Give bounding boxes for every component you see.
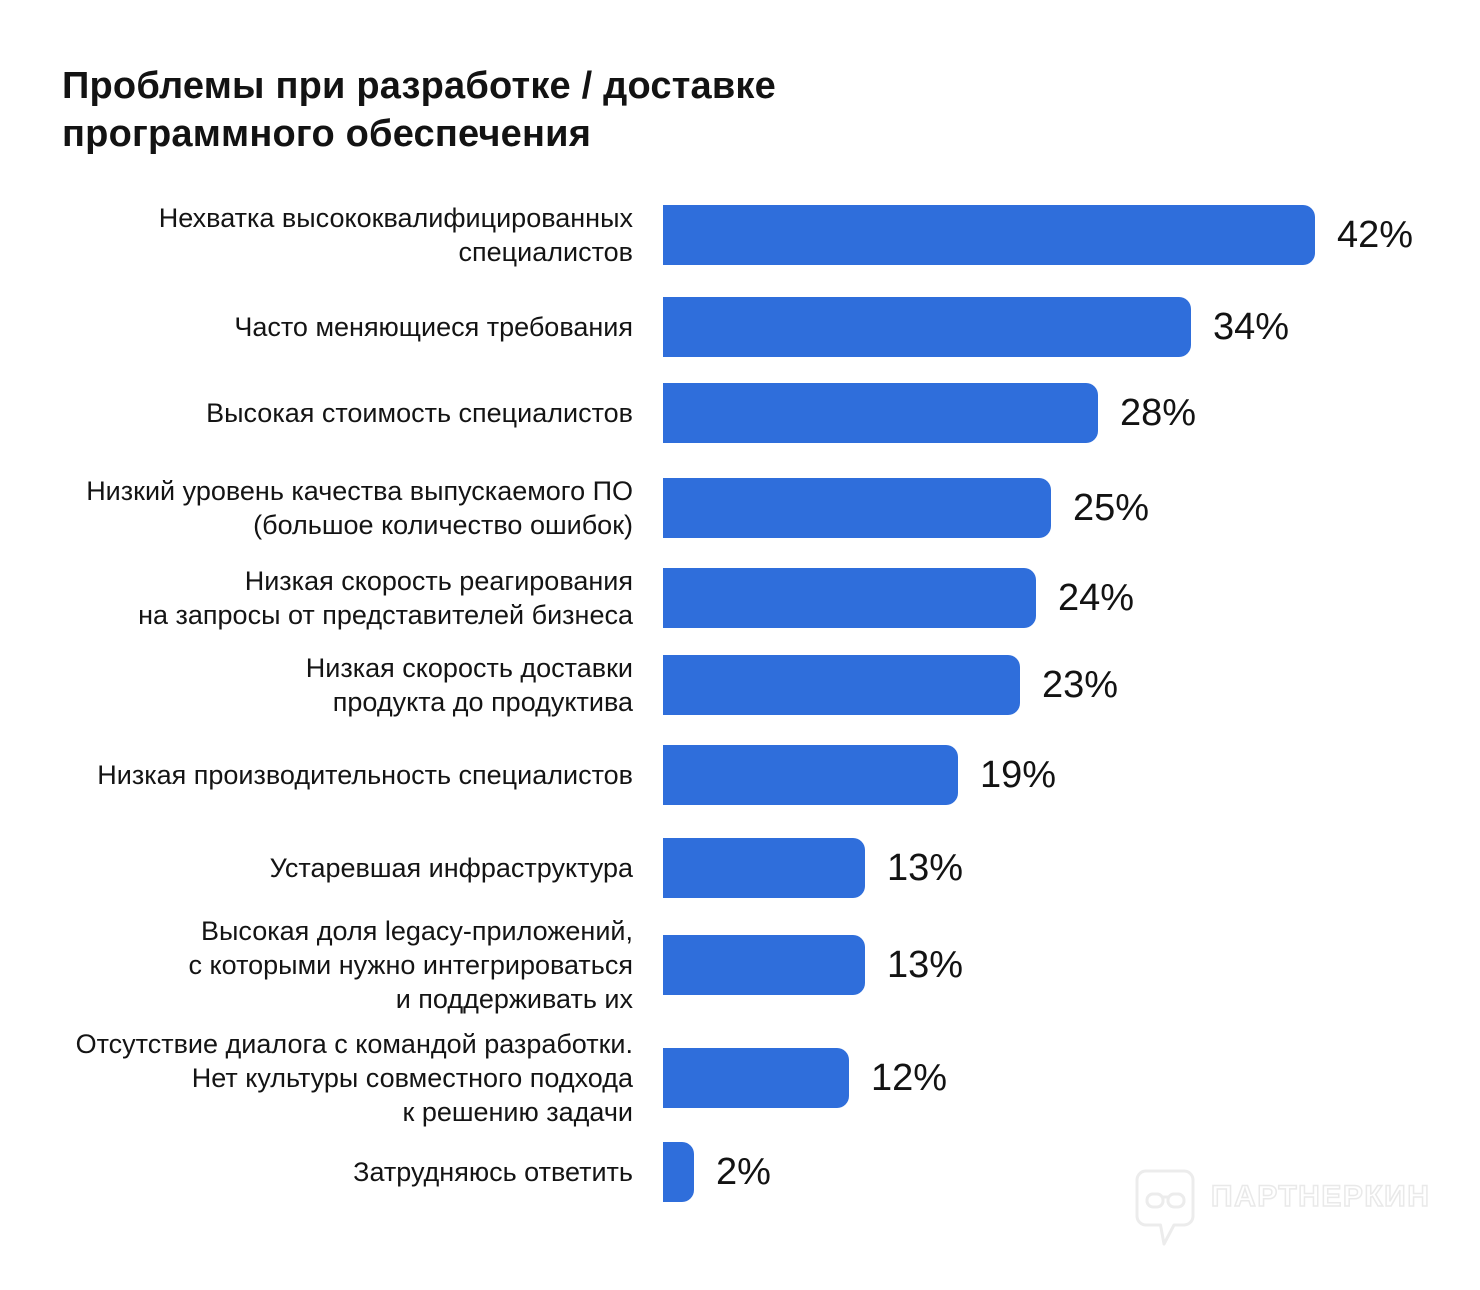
bar: [663, 1142, 694, 1202]
chart-row: Высокая стоимость специалистов 28%: [60, 383, 1196, 443]
category-label: Низкая скорость доставки продукта до про…: [305, 653, 633, 717]
bar: [663, 655, 1020, 715]
bar: [663, 478, 1051, 538]
value-label: 25%: [1073, 487, 1150, 529]
chart-row: Низкая производительность специалистов 1…: [60, 745, 1056, 805]
category-label: Часто меняющиеся требования: [234, 312, 633, 342]
chart-row: Высокая доля legacy-приложений, с которы…: [60, 916, 964, 1014]
chart-row: Отсутствие диалога с командой разработки…: [60, 1029, 948, 1127]
chart-row: Низкая скорость доставки продукта до про…: [60, 653, 1119, 717]
chart-row: Низкий уровень качества выпускаемого ПО …: [60, 476, 1150, 540]
value-label: 42%: [1337, 214, 1414, 256]
watermark-text: ПАРТНЕРКИН: [1210, 1179, 1431, 1214]
category-label: Устаревшая инфраструктура: [269, 853, 633, 883]
bar-chart: Нехватка высококвалифицированных специал…: [60, 0, 1480, 1290]
chart-row: Низкая скорость реагирования на запросы …: [60, 566, 1135, 630]
chart-row: Затрудняюсь ответить 2%: [60, 1142, 771, 1202]
category-label: Низкая производительность специалистов: [97, 760, 633, 790]
bar: [663, 205, 1315, 265]
chart-row: Нехватка высококвалифицированных специал…: [60, 203, 1414, 267]
chart-title: Проблемы при разработке / доставке прогр…: [62, 65, 776, 155]
value-label: 34%: [1213, 306, 1290, 348]
bar: [663, 745, 958, 805]
category-label: Высокая стоимость специалистов: [206, 398, 633, 428]
value-label: 23%: [1042, 664, 1119, 706]
bar: [663, 1048, 849, 1108]
value-label: 28%: [1120, 392, 1197, 434]
bar: [663, 297, 1191, 357]
value-label: 13%: [887, 847, 964, 889]
value-label: 19%: [980, 754, 1057, 796]
category-label: Нехватка высококвалифицированных специал…: [158, 203, 633, 267]
value-label: 2%: [716, 1151, 771, 1193]
bar: [663, 383, 1098, 443]
category-label: Затрудняюсь ответить: [353, 1157, 633, 1187]
value-label: 12%: [871, 1057, 948, 1099]
value-label: 13%: [887, 944, 964, 986]
bar: [663, 568, 1036, 628]
category-label: Низкий уровень качества выпускаемого ПО …: [86, 476, 633, 540]
bar: [663, 838, 865, 898]
chart-row: Часто меняющиеся требования 34%: [60, 297, 1289, 357]
value-label: 24%: [1058, 577, 1135, 619]
bar: [663, 935, 865, 995]
watermark: ПАРТНЕРКИН: [1133, 1168, 1430, 1248]
category-label: Отсутствие диалога с командой разработки…: [75, 1029, 633, 1127]
chart-row: Устаревшая инфраструктура 13%: [60, 838, 963, 898]
category-label: Высокая доля legacy-приложений, с которы…: [188, 916, 633, 1014]
category-label: Низкая скорость реагирования на запросы …: [138, 566, 633, 630]
partnerkin-logo-icon: [1135, 1169, 1195, 1246]
